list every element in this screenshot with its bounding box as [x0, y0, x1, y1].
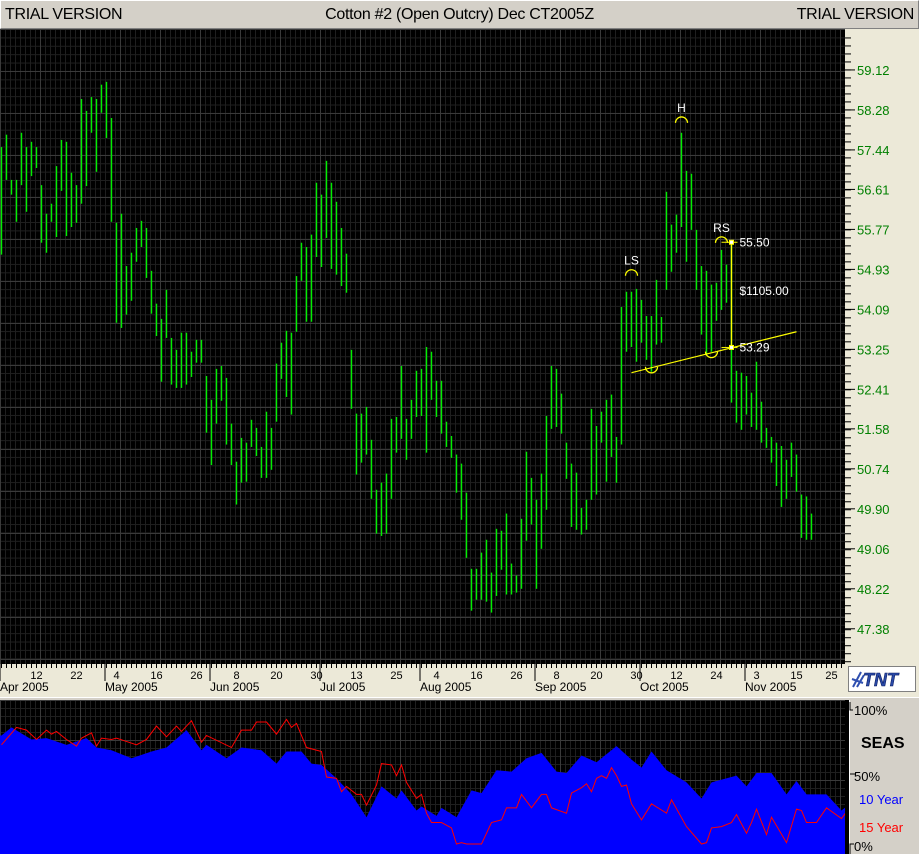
seasonal-panel-label: SEAS	[861, 735, 905, 752]
price-tick-label: 56.61	[857, 182, 890, 197]
date-axis-svg: 12 22 4 16 26 8 20 30 13 25 4 16 26 8 20 30 12 24 3 15 25Apr…	[0, 664, 842, 694]
day-tick-label: 12	[30, 670, 42, 682]
day-tick-label: 4	[113, 670, 119, 682]
month-tick-label: Sep 2005	[535, 680, 587, 694]
month-tick-label: Apr 2005	[0, 680, 49, 694]
pattern-label-ls: LS	[624, 254, 639, 268]
month-tick-label: Oct 2005	[640, 680, 689, 694]
seasonal-legend-panel: 100% SEAS 50% 10 Year 15 Year 0%	[849, 700, 919, 854]
price-axis: 59.12 58.28 57.44 56.61 55.77 54.93 54.09 53.25…	[845, 29, 919, 664]
seasonal-svg	[0, 718, 847, 854]
price-tick-label: 58.28	[857, 103, 890, 118]
pattern-cup-marker	[704, 351, 719, 359]
tnt-logo-icon: TNT	[851, 670, 900, 690]
day-tick-label: 3	[753, 670, 759, 682]
svg-text:TNT: TNT	[863, 670, 900, 690]
price-tick-label: 54.09	[857, 302, 890, 317]
day-tick-label: 25	[390, 670, 402, 682]
pattern-label-h: H	[677, 101, 686, 115]
day-tick-label: 4	[433, 670, 439, 682]
neckline	[631, 331, 797, 374]
measure-top-label: 55.50	[740, 235, 770, 249]
price-tick-label: 49.06	[857, 542, 890, 557]
day-tick-label: 8	[553, 670, 559, 682]
price-tick-label: 55.77	[857, 222, 890, 237]
price-tick-label: 52.41	[857, 382, 890, 397]
price-tick-label: 49.90	[857, 502, 890, 517]
month-tick-label: Jul 2005	[320, 680, 366, 694]
day-tick-label: 13	[350, 670, 362, 682]
seasonal-15-year-line	[1, 718, 847, 845]
seasonal-tick-50: 50%	[854, 769, 881, 784]
price-tick-label: 47.38	[857, 622, 890, 637]
seasonal-axis-svg	[849, 702, 855, 854]
seasonal-tick-0: 0%	[854, 839, 873, 854]
panel-separator[interactable]	[0, 697, 919, 701]
day-tick-label: 8	[233, 670, 239, 682]
day-tick-label: 16	[150, 670, 162, 682]
pattern-cap-marker	[624, 269, 639, 276]
chart-title: Cotton #2 (Open Outcry) Dec CT2005Z	[325, 6, 594, 23]
price-tick-label: 48.22	[857, 582, 890, 597]
day-tick-label: 24	[710, 670, 722, 682]
price-chart-plot[interactable]: LS H RS 55.50 53.29 $1105.00	[0, 29, 845, 664]
pattern-label-rs: RS	[713, 221, 730, 235]
day-tick-label: 25	[825, 670, 837, 682]
measure-bottom-handle	[729, 344, 734, 350]
month-tick-label: Nov 2005	[745, 680, 797, 694]
legend-15-year: 15 Year	[859, 820, 904, 835]
tnt-logo: TNT	[848, 666, 916, 692]
price-chart-svg: LS H RS 55.50 53.29 $1105.00	[0, 81, 813, 613]
seasonal-axis-strip	[845, 700, 850, 854]
trial-version-label-right: TRIAL VERSION	[796, 6, 915, 23]
price-tick-label: 54.93	[857, 262, 890, 277]
legend-10-year: 10 Year	[859, 792, 904, 807]
day-tick-label: 16	[470, 670, 482, 682]
seasonal-10-year-area	[0, 727, 847, 854]
month-tick-label: Jun 2005	[210, 680, 260, 694]
day-tick-label: 26	[190, 670, 202, 682]
date-axis: 12 22 4 16 26 8 20 30 13 25 4 16 26 8 20 30 12 24 3 15 25 Apr…	[0, 664, 845, 697]
month-tick-label: Aug 2005	[420, 680, 472, 694]
price-tick-label: 57.44	[857, 143, 890, 158]
day-tick-label: 20	[590, 670, 602, 682]
price-tick-label: 51.58	[857, 422, 890, 437]
seasonal-tick-100: 100%	[854, 703, 888, 718]
measure-top-handle	[729, 239, 734, 245]
seasonal-plot[interactable]	[0, 700, 847, 854]
trial-version-label-left: TRIAL VERSION	[5, 6, 123, 23]
price-axis-svg: 59.12 58.28 57.44 56.61 55.77 54.93 54.09 53.25…	[845, 37, 890, 663]
day-tick-label: 26	[510, 670, 522, 682]
price-tick-label: 50.74	[857, 462, 890, 477]
day-tick-label: 15	[790, 670, 802, 682]
pattern-cap-marker	[714, 236, 729, 243]
price-tick-label: 59.12	[857, 63, 890, 78]
day-tick-label: 22	[70, 670, 82, 682]
day-tick-label: 12	[670, 670, 682, 682]
day-tick-label: 20	[270, 670, 282, 682]
measure-value-label: $1105.00	[740, 284, 789, 298]
price-tick-label: 53.25	[857, 342, 890, 357]
measure-bottom-label: 53.29	[740, 340, 770, 354]
month-tick-label: May 2005	[105, 680, 158, 694]
chart-title-bar: TRIAL VERSION Cotton #2 (Open Outcry) De…	[0, 0, 919, 29]
pattern-cap-marker	[674, 116, 689, 124]
